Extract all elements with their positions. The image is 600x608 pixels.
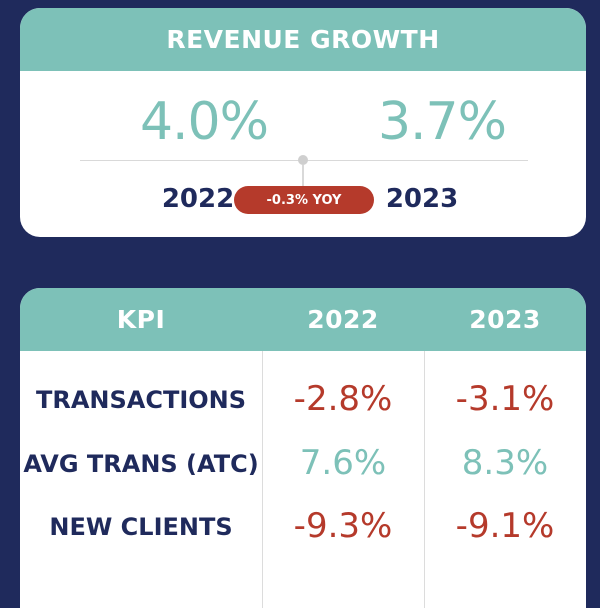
timeline-stem [302, 165, 304, 187]
value-2023: -3.1% [455, 379, 555, 419]
table-row-new-clients: NEW CLIENTS -9.3% -9.1% [20, 506, 586, 567]
column-divider [262, 351, 263, 608]
row-label: AVG TRANS (ATC) [23, 450, 259, 478]
table-row-avg-trans: AVG TRANS (ATC) 7.6% 8.3% [20, 443, 586, 504]
value-2023: -9.1% [455, 506, 555, 546]
yoy-badge: -0.3% YOY [234, 186, 374, 214]
year-label-2022: 2022 [161, 184, 235, 214]
table-row-transactions: TRANSACTIONS -2.8% -3.1% [20, 379, 586, 440]
kpi-table-header: KPI 2022 2023 [20, 288, 586, 351]
revenue-growth-card: REVENUE GROWTH 4.0% 3.7% 2022 -0.3% YOY … [20, 8, 586, 237]
growth-value-2022: 4.0% [139, 92, 269, 152]
header-kpi: KPI [116, 305, 166, 334]
kpi-table-card: KPI 2022 2023 TRANSACTIONS -2.8% -3.1% A… [20, 288, 586, 608]
header-2023: 2023 [469, 305, 541, 334]
value-2023: 8.3% [461, 443, 549, 483]
revenue-growth-title: REVENUE GROWTH [20, 8, 586, 71]
value-2022: -2.8% [293, 379, 393, 419]
timeline-dot [298, 155, 308, 165]
column-divider [424, 351, 425, 608]
header-2022: 2022 [307, 305, 379, 334]
value-2022: 7.6% [299, 443, 387, 483]
growth-value-2023: 3.7% [377, 92, 507, 152]
row-label: TRANSACTIONS [35, 386, 247, 414]
value-2022: -9.3% [293, 506, 393, 546]
year-label-2023: 2023 [385, 184, 459, 214]
row-label: NEW CLIENTS [49, 513, 233, 541]
